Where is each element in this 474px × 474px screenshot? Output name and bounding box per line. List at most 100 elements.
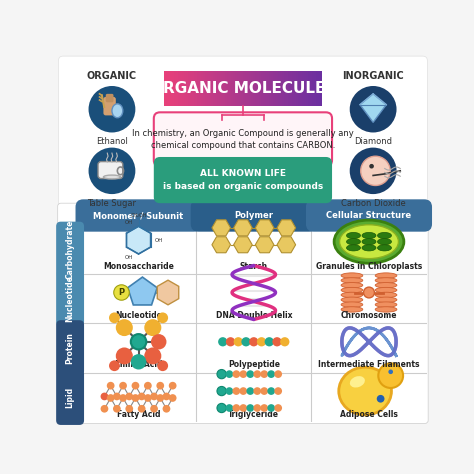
Bar [304,71,307,106]
Polygon shape [360,94,386,122]
Circle shape [113,405,121,413]
Circle shape [144,382,152,390]
Text: Carbohydrate: Carbohydrate [65,219,74,279]
Circle shape [369,164,374,169]
Text: Ethanol: Ethanol [96,137,128,146]
Bar [168,71,170,106]
Circle shape [87,146,137,195]
Ellipse shape [375,297,397,302]
Text: Monomer / Subunit: Monomer / Subunit [93,211,184,220]
Bar [312,71,314,106]
Ellipse shape [375,292,397,298]
FancyBboxPatch shape [56,222,84,277]
Text: DNA Double Helix: DNA Double Helix [216,311,292,320]
Circle shape [116,347,133,365]
Ellipse shape [375,287,397,293]
Bar [255,71,257,106]
FancyBboxPatch shape [75,200,201,232]
Bar [174,71,176,106]
Bar [188,71,190,106]
Bar [210,71,212,106]
Circle shape [150,405,158,413]
Circle shape [267,370,275,378]
Bar [292,71,295,106]
Circle shape [274,387,282,395]
Circle shape [138,392,146,401]
Bar [276,71,279,106]
Circle shape [246,387,254,395]
Ellipse shape [339,225,399,259]
Circle shape [348,84,398,134]
Circle shape [107,394,115,402]
Bar [316,71,319,106]
Circle shape [260,387,268,395]
Bar [215,71,218,106]
FancyBboxPatch shape [103,97,116,115]
Bar [170,71,172,106]
Bar [296,71,299,106]
Bar [288,71,291,106]
Polygon shape [157,280,179,305]
Circle shape [131,334,146,349]
FancyBboxPatch shape [56,271,84,327]
Circle shape [246,370,254,378]
Text: Nucleotide: Nucleotide [65,275,74,322]
Circle shape [234,337,243,346]
Ellipse shape [346,238,360,245]
FancyBboxPatch shape [58,203,428,423]
Bar [318,71,320,106]
Bar [195,71,198,106]
Circle shape [226,387,233,395]
FancyBboxPatch shape [106,94,113,102]
Polygon shape [127,226,151,254]
Text: OH: OH [124,255,133,260]
Text: CH₂OH: CH₂OH [130,213,147,218]
Bar [279,71,281,106]
Text: P: P [118,288,125,297]
Circle shape [119,394,127,402]
Ellipse shape [346,245,360,251]
Bar [217,71,219,106]
Text: Nucleotide: Nucleotide [115,311,162,320]
Text: OH: OH [155,237,163,243]
Circle shape [274,404,282,412]
Bar [191,71,194,106]
Circle shape [109,360,120,371]
Bar [306,71,309,106]
Bar [164,71,166,106]
Text: Diamond: Diamond [354,137,392,146]
Circle shape [280,337,290,346]
Text: Carbon Dioxide: Carbon Dioxide [341,199,405,208]
Bar [286,71,289,106]
Bar [172,71,174,106]
Circle shape [119,382,127,390]
Ellipse shape [362,232,376,238]
Bar [223,71,226,106]
Circle shape [264,337,274,346]
Circle shape [157,360,168,371]
Circle shape [113,392,121,401]
Text: Table Sugar: Table Sugar [87,199,137,208]
Text: Monosaccharide: Monosaccharide [103,262,174,271]
Ellipse shape [377,245,392,251]
Ellipse shape [377,232,392,238]
Bar [235,71,237,106]
Circle shape [254,370,261,378]
Text: Lipid: Lipid [65,387,74,408]
Bar [257,71,259,106]
Bar [229,71,231,106]
Circle shape [239,370,247,378]
FancyBboxPatch shape [98,162,123,179]
Circle shape [348,146,398,195]
Bar [200,71,202,106]
Circle shape [254,404,261,412]
Circle shape [169,382,176,390]
Bar [281,71,283,106]
Bar [227,71,229,106]
Circle shape [126,392,133,401]
Bar [314,71,317,106]
Circle shape [232,404,240,412]
Circle shape [218,337,228,346]
Circle shape [378,364,403,388]
Bar [211,71,214,106]
